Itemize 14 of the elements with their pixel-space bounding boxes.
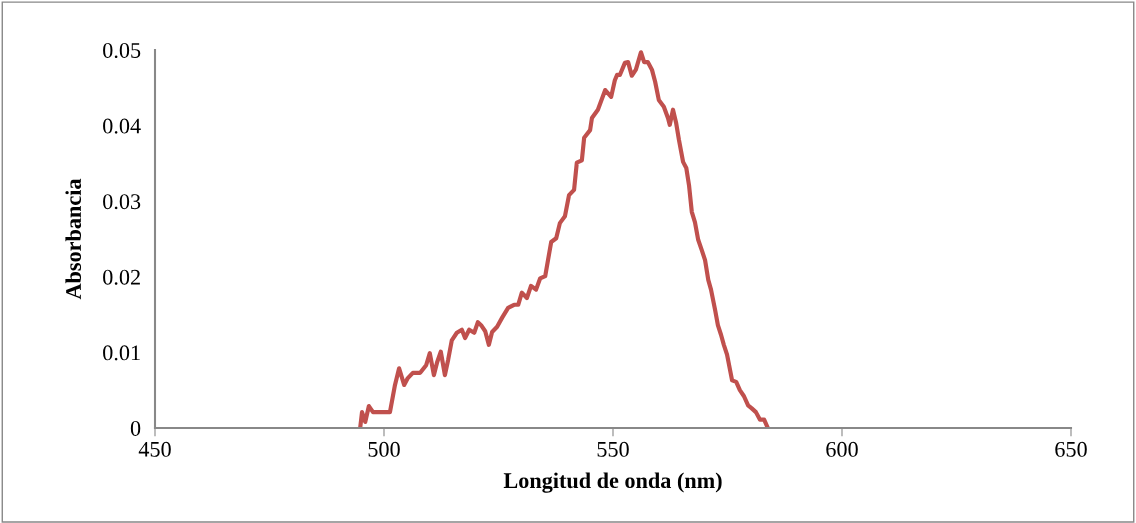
x-tick-label: 450: [138, 441, 171, 457]
y-tick-label: 0.03: [103, 194, 141, 210]
y-tick-label: 0.04: [103, 118, 141, 134]
x-tick-label: 500: [368, 441, 400, 457]
y-axis-title: Absorbancia: [65, 178, 82, 300]
x-axis-title: Longitud de onda (nm): [503, 472, 722, 493]
line-series: [358, 50, 770, 428]
y-tick-label: 0.02: [103, 269, 140, 285]
x-tick-label: 550: [597, 441, 629, 457]
x-tick-label: 600: [826, 441, 858, 457]
y-tick-label: 0: [130, 420, 141, 436]
y-tick-label: 0.01: [103, 345, 140, 361]
y-tick-label: 0.05: [103, 42, 141, 59]
x-tick-label: 650: [1055, 441, 1087, 457]
